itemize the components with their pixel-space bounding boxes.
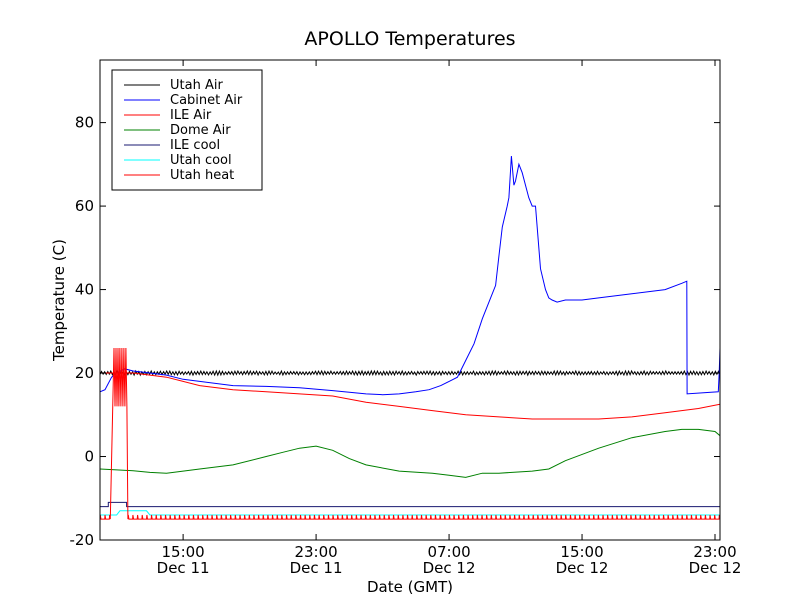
x-tick-date-label: Dec 12 [689,559,742,577]
plot-layer [100,155,720,520]
legend-label-ile-cool: ILE cool [170,138,220,153]
y-tick-label: 20 [75,364,94,382]
x-tick-time-label: 07:00 [427,543,470,561]
legend-label-utah-heat: Utah heat [170,168,234,183]
x-tick-date-label: Dec 11 [290,559,343,577]
legend-label-dome-air: Dome Air [170,123,231,138]
x-tick-date-label: Dec 11 [157,559,210,577]
x-axis-label: Date (GMT) [367,578,453,596]
y-tick-label: -20 [70,531,95,549]
legend-label-cabinet-air: Cabinet Air [170,93,243,108]
series-line-dome-air [100,428,720,478]
legend-label-ile-air: ILE Air [170,108,212,123]
legend-label-utah-cool: Utah cool [170,153,232,168]
y-axis-label: Temperature (C) [50,239,68,362]
series-line-ile-air [100,372,720,420]
legend-label-utah-air: Utah Air [170,78,223,93]
x-tick-date-label: Dec 12 [423,559,476,577]
y-tick-label: 60 [75,197,94,215]
chart-title: APOLLO Temperatures [304,28,515,50]
series-line-utah-heat [100,347,720,520]
x-tick-time-label: 23:00 [294,543,337,561]
x-tick-time-label: 15:00 [560,543,603,561]
x-tick-date-label: Dec 12 [556,559,609,577]
axes-frame [99,59,721,541]
x-tick-time-label: 15:00 [161,543,204,561]
y-tick-label: 40 [75,281,94,299]
y-tick-label: 0 [84,448,94,466]
series-line-utah-air [100,369,720,377]
y-tick-label: 80 [75,114,94,132]
series-line-cabinet-air [100,155,720,396]
x-tick-time-label: 23:00 [693,543,736,561]
series-line-ile-cool [100,501,720,508]
